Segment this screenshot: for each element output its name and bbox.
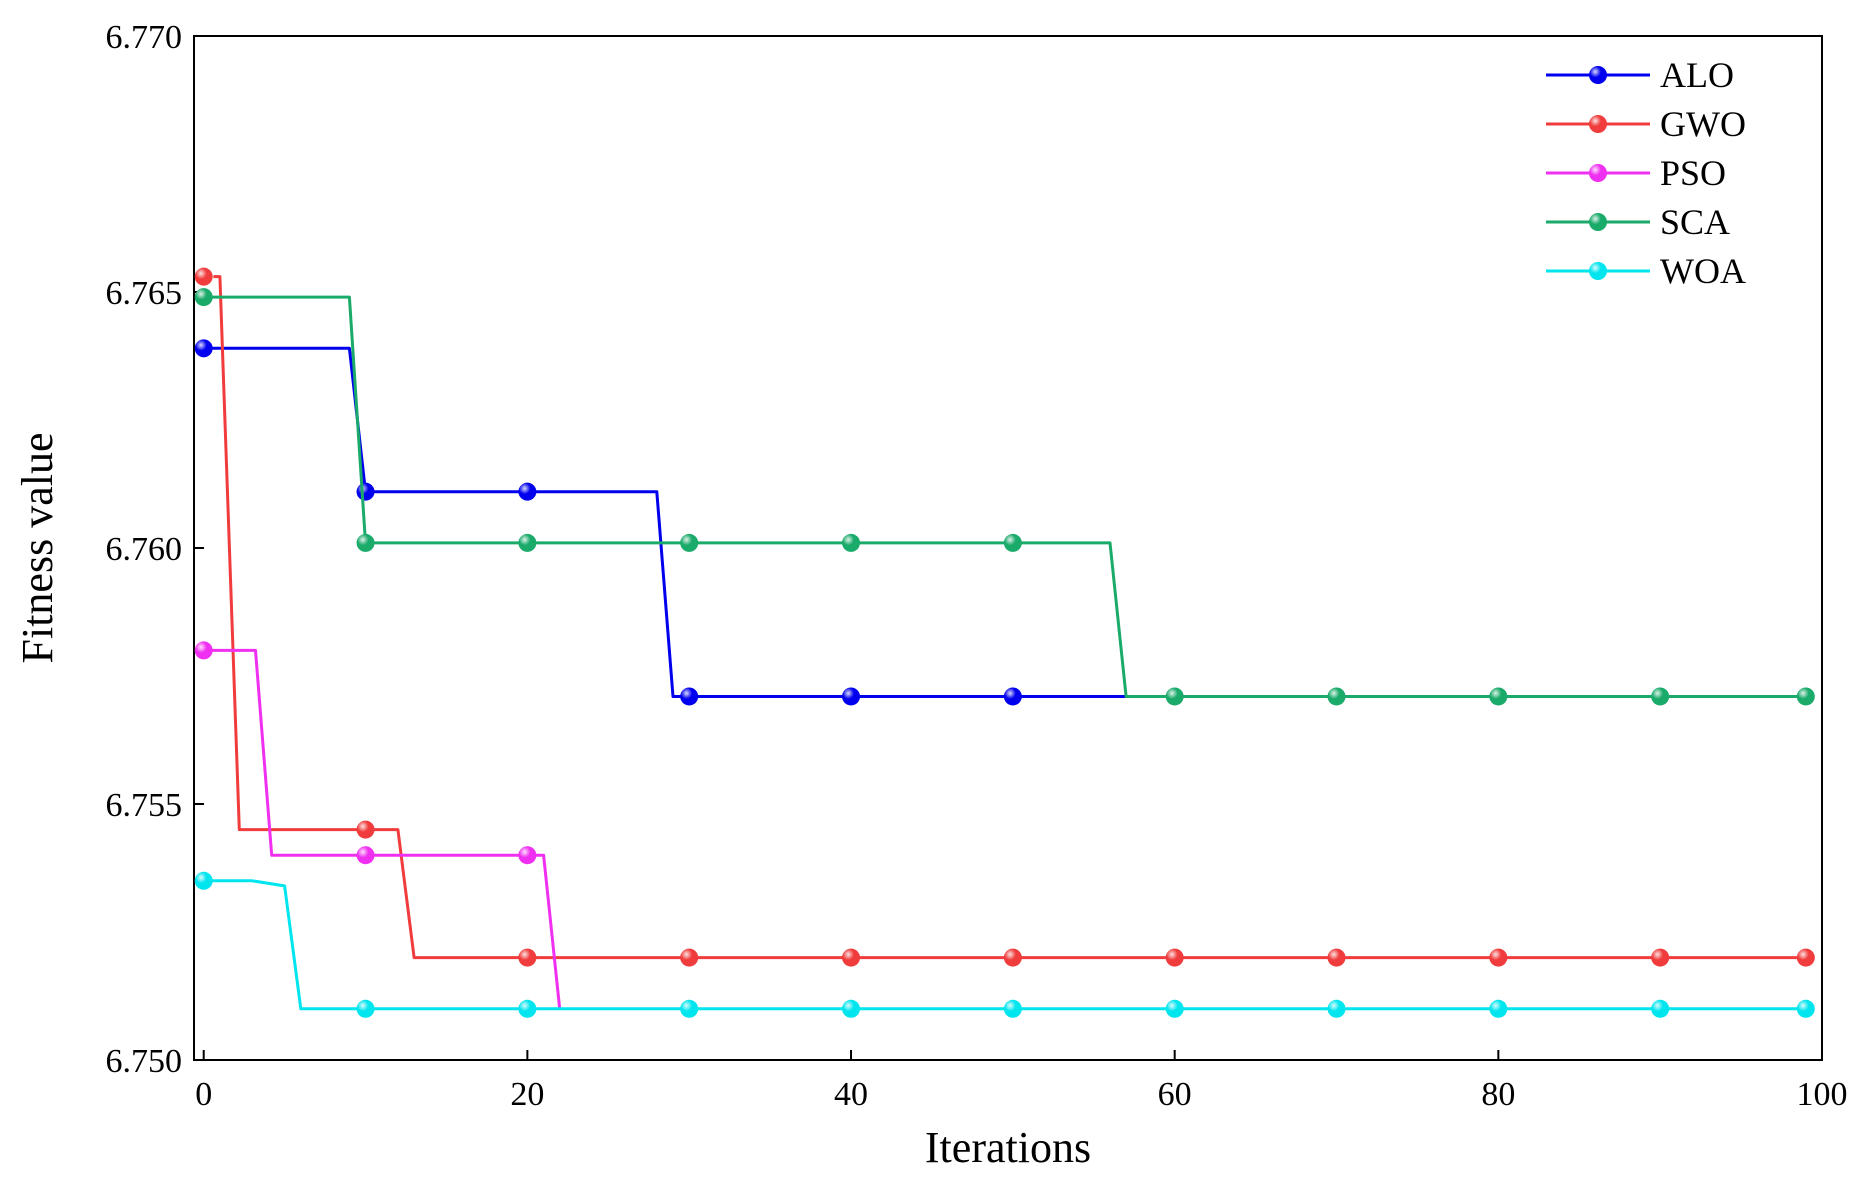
point-woa-9	[1651, 999, 1670, 1018]
point-sca-6	[1165, 687, 1184, 706]
series-woa	[194, 871, 1815, 1018]
point-woa-1	[356, 999, 375, 1018]
x-axis-title: Iterations	[925, 1123, 1091, 1172]
legend-label-gwo: GWO	[1660, 104, 1746, 144]
legend-marker-alo	[1589, 66, 1607, 84]
legend-item-woa: WOA	[1546, 251, 1746, 291]
legend-item-pso: PSO	[1546, 153, 1726, 193]
point-alo-2	[518, 482, 537, 501]
point-woa-0	[194, 871, 213, 890]
point-alo-0	[194, 339, 213, 358]
series-pso	[194, 641, 562, 1009]
point-gwo-9	[1651, 948, 1670, 967]
legend-label-alo: ALO	[1660, 55, 1734, 95]
point-gwo-2	[518, 948, 537, 967]
point-gwo-3	[680, 948, 699, 967]
legend-item-sca: SCA	[1546, 202, 1730, 242]
legend-marker-sca	[1589, 213, 1607, 231]
point-gwo-4	[842, 948, 861, 967]
point-sca-10	[1796, 687, 1815, 706]
point-gwo-1	[356, 820, 375, 839]
point-woa-10	[1796, 999, 1815, 1018]
legend-item-alo: ALO	[1546, 55, 1734, 95]
legend-marker-pso	[1589, 164, 1607, 182]
point-gwo-5	[1003, 948, 1022, 967]
point-sca-1	[356, 533, 375, 552]
axes: 0 20 40 60 80 100 6.750 6.755 6.760 6.765 6.770	[106, 19, 1848, 1113]
legend-marker-gwo	[1589, 115, 1607, 133]
point-gwo-7	[1327, 948, 1346, 967]
x-tick-label-60: 60	[1158, 1076, 1192, 1113]
point-woa-8	[1489, 999, 1508, 1018]
point-alo-4	[842, 687, 861, 706]
point-sca-9	[1651, 687, 1670, 706]
legend-label-pso: PSO	[1660, 153, 1726, 193]
y-tick-label-6-75: 6.750	[106, 1043, 183, 1080]
legend-item-gwo: GWO	[1546, 104, 1746, 144]
point-pso-1	[356, 846, 375, 865]
point-sca-2	[518, 533, 537, 552]
point-gwo-0	[194, 267, 213, 286]
y-axis-title: Fitness value	[13, 433, 62, 664]
point-alo-3	[680, 687, 699, 706]
point-gwo-10	[1796, 948, 1815, 967]
point-sca-3	[680, 533, 699, 552]
point-gwo-8	[1489, 948, 1508, 967]
legend-label-woa: WOA	[1660, 251, 1746, 291]
series-gwo	[194, 267, 1815, 967]
point-woa-7	[1327, 999, 1346, 1018]
point-sca-7	[1327, 687, 1346, 706]
series-layer	[194, 267, 1815, 1018]
point-woa-6	[1165, 999, 1184, 1018]
point-pso-0	[194, 641, 213, 660]
point-sca-0	[194, 288, 213, 307]
series-line-gwo	[213, 275, 1806, 960]
series-line-pso	[203, 648, 562, 1009]
x-tick-label-0: 0	[195, 1076, 212, 1113]
y-tick-label-6-755: 6.755	[106, 787, 183, 824]
x-tick-label-80: 80	[1481, 1076, 1515, 1113]
series-line-alo	[203, 346, 1127, 698]
point-gwo-6	[1165, 948, 1184, 967]
y-tick-label-6-77: 6.770	[106, 19, 183, 56]
y-tick-label-6-76: 6.760	[106, 531, 183, 568]
point-sca-8	[1489, 687, 1508, 706]
point-pso-2	[518, 846, 537, 865]
point-woa-4	[842, 999, 861, 1018]
legend-label-sca: SCA	[1660, 202, 1730, 242]
series-line-woa	[203, 879, 1806, 1011]
point-woa-2	[518, 999, 537, 1018]
x-tick-label-100: 100	[1797, 1076, 1848, 1113]
legend-marker-woa	[1589, 262, 1607, 280]
point-woa-5	[1003, 999, 1022, 1018]
series-sca	[194, 288, 1815, 706]
series-alo	[194, 339, 1127, 706]
legend: ALO GWO PSO SCA WOA	[1546, 55, 1746, 291]
series-line-sca	[203, 295, 1806, 698]
point-sca-4	[842, 533, 861, 552]
point-sca-5	[1003, 533, 1022, 552]
y-tick-label-6-765: 6.765	[106, 275, 183, 312]
point-alo-5	[1003, 687, 1022, 706]
x-tick-label-40: 40	[834, 1076, 868, 1113]
point-alo-1	[356, 482, 375, 501]
x-tick-label-20: 20	[510, 1076, 544, 1113]
point-woa-3	[680, 999, 699, 1018]
